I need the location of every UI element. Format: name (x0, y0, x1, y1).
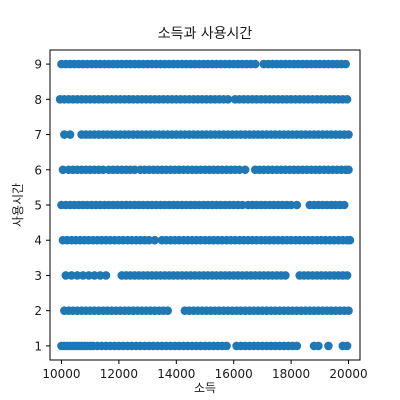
x-tick-label: 12000 (100, 367, 138, 381)
data-point (240, 165, 250, 175)
data-point (292, 200, 302, 210)
data-point (281, 271, 290, 280)
data-point (222, 341, 231, 351)
x-axis-label: 소득 (194, 381, 216, 395)
y-tick-label: 2 (34, 304, 42, 318)
y-tick-label: 3 (34, 269, 42, 283)
data-point (292, 341, 302, 351)
data-point (342, 341, 352, 351)
data-point (324, 341, 333, 351)
data-point (344, 306, 353, 315)
data-point (341, 59, 350, 69)
x-tick-label: 16000 (215, 367, 253, 381)
data-point (163, 306, 172, 315)
data-point (344, 165, 353, 175)
y-tick-label: 1 (34, 339, 42, 353)
data-point (223, 95, 233, 104)
data-point (344, 130, 353, 139)
data-point (342, 271, 352, 280)
data-point (314, 341, 323, 351)
y-tick-label: 9 (34, 58, 42, 72)
x-tick-label: 18000 (272, 367, 310, 381)
data-point (101, 271, 111, 280)
data-point (345, 235, 355, 245)
x-axis-ticks: 10000 12000 14000 16000 18000 20000 (42, 360, 368, 381)
data-point (250, 59, 260, 69)
data-point (150, 235, 160, 245)
y-tick-label: 6 (34, 163, 42, 177)
x-tick-label: 20000 (329, 367, 367, 381)
y-tick-label: 7 (34, 128, 42, 142)
scatter-points (55, 59, 355, 351)
data-point (342, 95, 352, 104)
data-point (65, 130, 75, 139)
y-tick-label: 8 (34, 93, 42, 107)
data-point (339, 200, 349, 210)
y-axis-label: 사용시간 (11, 183, 25, 227)
y-tick-label: 5 (34, 199, 42, 213)
y-tick-label: 4 (34, 234, 42, 248)
chart-title: 소득과 사용시간 (158, 26, 253, 42)
y-axis-ticks: 1 2 3 4 5 6 7 8 9 (34, 58, 50, 353)
x-tick-label: 14000 (157, 367, 195, 381)
x-tick-label: 10000 (42, 367, 80, 381)
